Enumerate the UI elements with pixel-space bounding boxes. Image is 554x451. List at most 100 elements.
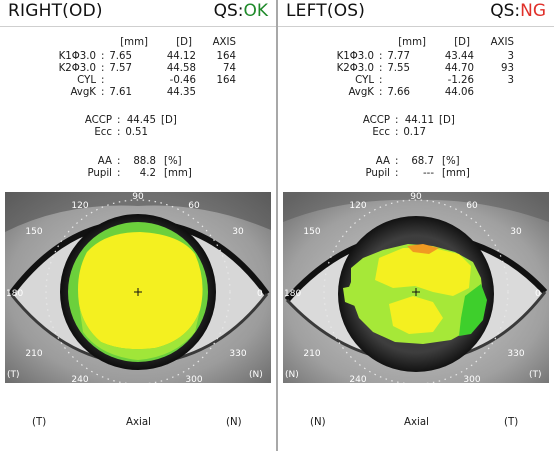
right-angle-120: 120 bbox=[71, 201, 89, 211]
left-footer-left: (N) bbox=[310, 417, 326, 428]
left-pupil-unit: [mm] bbox=[442, 168, 470, 179]
right-row-axis: 74 bbox=[223, 63, 236, 74]
left-row-axis: 3 bbox=[507, 75, 514, 86]
left-angle-270: 270 bbox=[404, 382, 428, 383]
left-row-d: -1.26 bbox=[447, 75, 474, 86]
left-row-d: 44.06 bbox=[444, 87, 474, 98]
left-row-mm: 7.77 bbox=[387, 51, 410, 62]
left-row-label: K1Φ3.0 bbox=[336, 51, 374, 62]
left-row-mm: 7.66 bbox=[387, 87, 410, 98]
left-pupil-label: Pupil bbox=[365, 168, 390, 179]
left-angle-180: 180 bbox=[284, 289, 302, 299]
right-row-label: CYL bbox=[77, 75, 96, 86]
right-accp-value: 44.45 bbox=[126, 115, 156, 126]
right-eye-header: RIGHT(OD) QS:OK bbox=[0, 0, 276, 26]
right-aa-unit: [%] bbox=[164, 156, 182, 167]
left-accp-sep: : bbox=[395, 115, 399, 126]
left-angle-330: 330 bbox=[507, 349, 525, 359]
right-angle-180: 180 bbox=[6, 289, 24, 299]
right-map-yellow-zone bbox=[78, 232, 203, 350]
left-row-mm: 7.55 bbox=[387, 63, 410, 74]
left-header-mm: [mm] bbox=[398, 37, 426, 48]
right-aa-label: AA bbox=[97, 156, 112, 167]
left-corner-right: (T) bbox=[529, 370, 542, 380]
right-angle-30: 30 bbox=[232, 227, 244, 237]
right-footer-right: (N) bbox=[226, 417, 242, 428]
left-row-d: 43.44 bbox=[444, 51, 474, 62]
left-angle-120: 120 bbox=[349, 201, 367, 211]
right-map-light-green-zone bbox=[79, 304, 200, 360]
left-eye-image bbox=[283, 192, 549, 383]
right-qs-label: QS: bbox=[213, 1, 244, 21]
left-map-light-green-zone bbox=[343, 286, 355, 306]
right-angle-330: 330 bbox=[229, 349, 247, 359]
right-header-mm: [mm] bbox=[120, 37, 148, 48]
right-qs-status: OK bbox=[243, 1, 268, 21]
left-center-crosshair-icon bbox=[412, 288, 420, 296]
left-map-yellow-zone bbox=[375, 248, 471, 296]
right-pupil-sep: : bbox=[117, 168, 121, 179]
right-row-sep: : bbox=[101, 75, 105, 86]
left-angle-60: 60 bbox=[466, 201, 478, 211]
left-footer-center: Axial bbox=[404, 417, 429, 428]
left-qs-label: QS: bbox=[490, 1, 521, 21]
left-aa-unit: [%] bbox=[442, 156, 460, 167]
left-angle-150: 150 bbox=[303, 227, 321, 237]
right-angle-0: 0 bbox=[257, 289, 263, 299]
right-row-axis: 164 bbox=[216, 51, 236, 62]
left-eye-title: LEFT(OS) bbox=[286, 1, 366, 21]
left-eye-panel: LEFT(OS) QS:NG [mm] [D] AXIS K1Φ3.0 : 7.… bbox=[278, 0, 554, 451]
left-eye-axial-map[interactable]: 90 120 60 150 30 180 0 210 330 240 300 2… bbox=[283, 192, 549, 383]
left-angle-300: 300 bbox=[463, 375, 481, 383]
left-row-sep: : bbox=[379, 87, 383, 98]
left-accp-value: 44.11 bbox=[404, 115, 434, 126]
right-angle-300: 300 bbox=[185, 375, 203, 383]
right-eye-panel: RIGHT(OD) QS:OK [mm] [D] AXIS K1Φ3.0 : 7… bbox=[0, 0, 276, 451]
right-aa-value: 88.8 bbox=[133, 156, 156, 167]
right-row-sep: : bbox=[101, 63, 105, 74]
right-center-crosshair-icon bbox=[134, 288, 142, 296]
left-aa-sep: : bbox=[395, 156, 399, 167]
right-row-sep: : bbox=[101, 87, 105, 98]
left-row-axis: 93 bbox=[501, 63, 514, 74]
left-angle-210: 210 bbox=[303, 349, 321, 359]
left-pupil-sep: : bbox=[395, 168, 399, 179]
right-footer-center: Axial bbox=[126, 417, 151, 428]
right-ecc-sep: : bbox=[117, 127, 121, 138]
right-accp-label: ACCP bbox=[84, 115, 112, 126]
right-eye-axial-map[interactable]: 90 120 60 150 30 180 0 210 330 240 300 2… bbox=[5, 192, 271, 383]
left-map-green-zone bbox=[459, 284, 487, 336]
left-footer-right: (T) bbox=[504, 417, 519, 428]
right-aa-sep: : bbox=[117, 156, 121, 167]
left-accp-unit: [D] bbox=[439, 115, 455, 126]
right-row-d: 44.12 bbox=[166, 51, 196, 62]
right-pupil-unit: [mm] bbox=[164, 168, 192, 179]
left-qs-status: NG bbox=[520, 1, 546, 21]
right-corner-right: (N) bbox=[249, 370, 263, 380]
right-row-d: -0.46 bbox=[169, 75, 196, 86]
left-header-d: [D] bbox=[454, 37, 470, 48]
left-row-d: 44.70 bbox=[444, 63, 474, 74]
right-angle-270: 270 bbox=[126, 382, 150, 383]
right-angle-90: 90 bbox=[132, 192, 144, 202]
right-row-mm: 7.57 bbox=[109, 63, 132, 74]
right-header-d: [D] bbox=[176, 37, 192, 48]
left-aa-label: AA bbox=[375, 156, 390, 167]
right-footer-left: (T) bbox=[32, 417, 47, 428]
left-row-label: AvgK bbox=[348, 87, 374, 98]
right-row-label: K1Φ3.0 bbox=[58, 51, 96, 62]
left-angle-30: 30 bbox=[510, 227, 522, 237]
left-ecc-value: 0.17 bbox=[403, 127, 426, 138]
left-ecc-sep: : bbox=[395, 127, 399, 138]
right-eye-image bbox=[5, 192, 271, 383]
right-ecc-label: Ecc bbox=[94, 127, 112, 138]
right-angle-150: 150 bbox=[25, 227, 43, 237]
left-angle-240: 240 bbox=[349, 375, 367, 383]
left-aa-value: 68.7 bbox=[411, 156, 434, 167]
right-row-mm: 7.61 bbox=[109, 87, 132, 98]
right-pupil-value: 4.2 bbox=[139, 168, 156, 179]
left-row-label: K2Φ3.0 bbox=[336, 63, 374, 74]
left-angle-90: 90 bbox=[410, 192, 422, 202]
right-ecc-value: 0.51 bbox=[125, 127, 148, 138]
left-row-sep: : bbox=[379, 51, 383, 62]
